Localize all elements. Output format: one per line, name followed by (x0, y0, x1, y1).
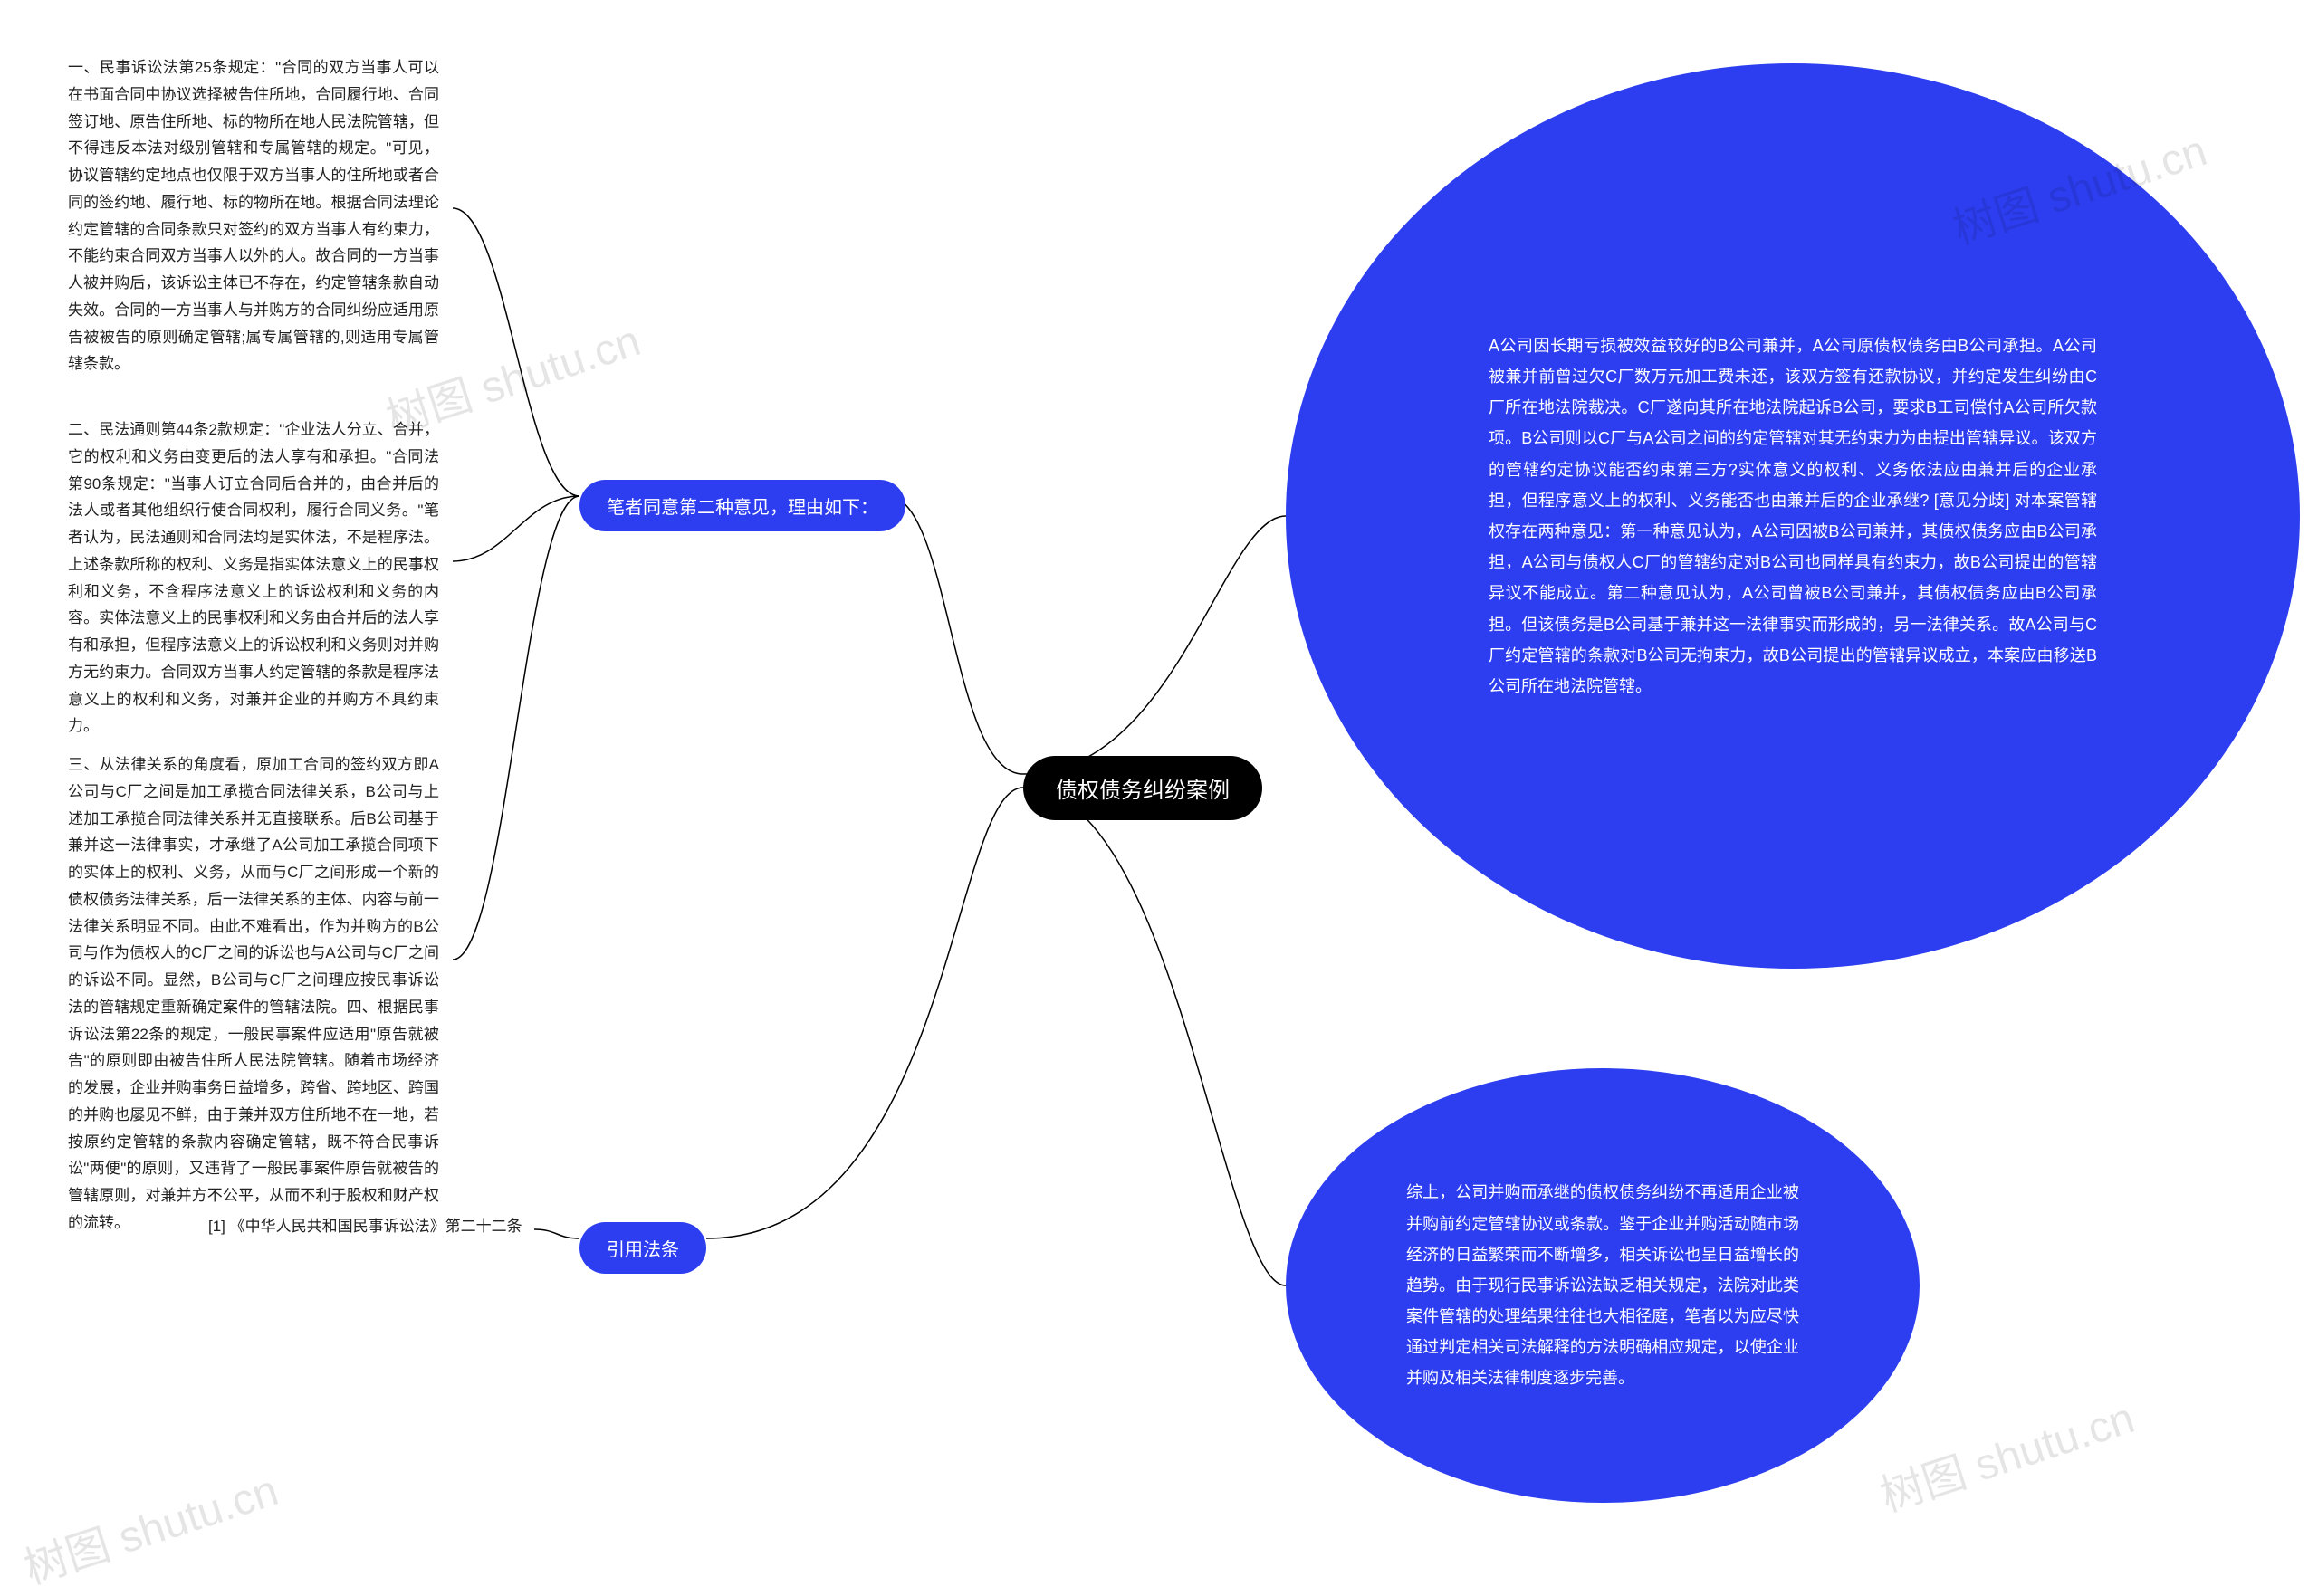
watermark: 树图 shutu.cn (14, 1455, 284, 1596)
right-bottom-node[interactable]: 综上，公司并购而承继的债权债务纠纷不再适用企业被并购前约定管辖协议或条款。鉴于企… (1286, 1068, 1920, 1503)
center-node[interactable]: 债权债务纠纷案例 (1023, 756, 1262, 820)
left-pill-citation[interactable]: 引用法条 (580, 1222, 706, 1274)
left-child-1: 一、民事诉讼法第25条规定："合同的双方当事人可以在书面合同中协议选择被告住所地… (68, 54, 439, 377)
citation-text: [1] 《中华人民共和国民事诉讼法》第二十二条 (208, 1213, 525, 1240)
left-child-2: 二、民法通则第44条2款规定："企业法人分立、合并，它的权利和义务由变更后的法人… (68, 416, 439, 740)
right-bottom-text: 综上，公司并购而承继的债权债务纠纷不再适用企业被并购前约定管辖协议或条款。鉴于企… (1406, 1177, 1799, 1393)
right-top-text: A公司因长期亏损被效益较好的B公司兼并，A公司原债权债务由B公司承担。A公司被兼… (1489, 330, 2097, 702)
right-top-node[interactable]: A公司因长期亏损被效益较好的B公司兼并，A公司原债权债务由B公司承担。A公司被兼… (1286, 63, 2300, 969)
left-pill-opinion[interactable]: 笔者同意第二种意见，理由如下： (580, 480, 905, 531)
watermark: 树图 shutu.cn (1871, 1382, 2141, 1524)
left-child-3: 三、从法律关系的角度看，原加工合同的签约双方即A公司与C厂之间是加工承揽合同法律… (68, 751, 439, 1237)
